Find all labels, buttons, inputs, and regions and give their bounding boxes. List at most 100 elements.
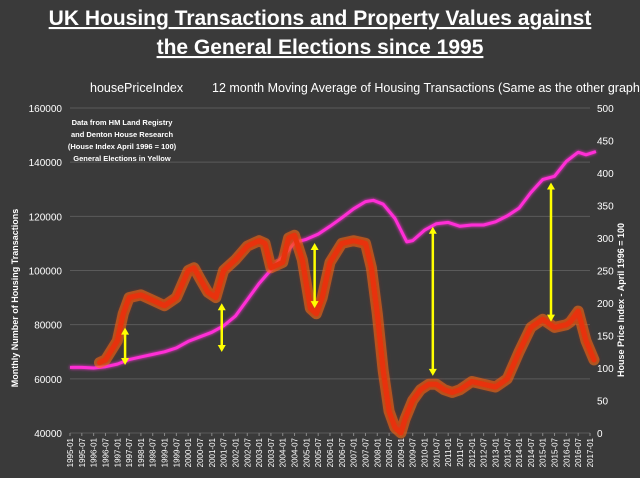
chart-title-line-2: the General Elections since 1995 bbox=[157, 36, 484, 59]
ma-point bbox=[400, 432, 402, 434]
x-tick-label: 1996-07 bbox=[101, 437, 110, 467]
hpi-point bbox=[435, 223, 437, 225]
ma-point bbox=[98, 361, 100, 363]
x-tick-label: 1998-01 bbox=[137, 437, 146, 467]
ma-point bbox=[140, 294, 142, 296]
y-right-tick-label: 100 bbox=[597, 364, 614, 375]
ma-point bbox=[341, 242, 343, 244]
ma-point bbox=[207, 291, 209, 293]
x-tick-label: 2005-07 bbox=[314, 437, 323, 467]
x-tick-label: 2017-01 bbox=[586, 437, 595, 467]
ma-point bbox=[482, 383, 484, 385]
ma-point bbox=[187, 269, 189, 271]
hpi-point bbox=[341, 217, 343, 219]
x-tick-label: 2011-07 bbox=[456, 437, 465, 466]
hpi-point bbox=[577, 151, 579, 153]
hpi-point bbox=[317, 233, 319, 235]
x-tick-label: 2005-01 bbox=[302, 437, 311, 467]
hpi-point bbox=[412, 239, 414, 241]
ma-point bbox=[282, 261, 284, 263]
x-tick-label: 2012-07 bbox=[480, 437, 489, 467]
y-axis-left-label: Monthly Number of Housing Transactions bbox=[10, 209, 20, 388]
ma-point bbox=[152, 299, 154, 301]
x-tick-label: 2006-07 bbox=[338, 437, 347, 467]
y-left-tick-label: 80000 bbox=[34, 321, 62, 332]
hpi-point bbox=[69, 366, 71, 368]
x-tick-label: 1997-07 bbox=[125, 437, 134, 467]
hpi-point bbox=[92, 367, 94, 369]
chart-title-line-1: UK Housing Transactions and Property Val… bbox=[49, 7, 592, 30]
ma-point bbox=[193, 267, 195, 269]
hpi-point bbox=[595, 150, 597, 152]
hpi-point bbox=[459, 225, 461, 227]
ma-point bbox=[518, 351, 520, 353]
ma-point bbox=[352, 240, 354, 242]
election-arrow bbox=[547, 182, 555, 322]
x-tick-label: 2013-07 bbox=[503, 437, 512, 467]
legend-label-hpi: housePriceIndex bbox=[90, 81, 184, 95]
hpi-point bbox=[494, 221, 496, 223]
x-tick-label: 2004-07 bbox=[291, 437, 300, 467]
ma-point bbox=[287, 237, 289, 239]
x-tick-label: 2006-01 bbox=[326, 437, 335, 467]
x-tick-label: 1998-07 bbox=[149, 437, 158, 467]
ma-point bbox=[553, 326, 555, 328]
ma-point bbox=[370, 267, 372, 269]
ma-point bbox=[264, 242, 266, 244]
x-tick-label: 2007-07 bbox=[361, 437, 370, 467]
election-markers bbox=[121, 182, 555, 376]
ma-point bbox=[309, 307, 311, 309]
ma-point bbox=[301, 259, 303, 261]
hpi-point bbox=[293, 241, 295, 243]
y-right-tick-label: 450 bbox=[597, 137, 614, 148]
ma-point bbox=[435, 383, 437, 385]
ma-point bbox=[388, 410, 390, 412]
ma-point bbox=[321, 296, 323, 298]
x-tick-label: 2014-01 bbox=[515, 437, 524, 467]
ma-point bbox=[494, 386, 496, 388]
x-tick-label: 1997-01 bbox=[113, 437, 122, 467]
ma-point bbox=[565, 324, 567, 326]
hpi-point bbox=[518, 207, 520, 209]
ma-point bbox=[376, 313, 378, 315]
x-tick-label: 2008-07 bbox=[385, 437, 394, 467]
ma-point bbox=[128, 296, 130, 298]
x-tick-label: 1996-01 bbox=[90, 437, 99, 467]
ma-point bbox=[270, 267, 272, 269]
hpi-point bbox=[116, 363, 118, 365]
election-arrow bbox=[428, 226, 437, 376]
y-left-tick-label: 160000 bbox=[29, 104, 63, 115]
x-tick-label: 2016-07 bbox=[574, 437, 583, 467]
ma-point bbox=[443, 389, 445, 391]
ma-point bbox=[364, 242, 366, 244]
annotation-line-1: Data from HM Land Registry bbox=[72, 118, 174, 127]
ma-point bbox=[577, 310, 579, 312]
hpi-point bbox=[352, 208, 354, 210]
x-tick-label: 2003-01 bbox=[255, 437, 264, 467]
ma-point bbox=[163, 305, 165, 307]
hpi-point bbox=[81, 366, 83, 368]
x-tick-label: 1995-07 bbox=[78, 437, 87, 467]
ma-point bbox=[404, 418, 406, 420]
hpi-point bbox=[565, 160, 567, 162]
x-tick-label: 2014-07 bbox=[527, 437, 536, 467]
x-axis-ticks: 1995-01 1995-07 1996-01 1996-07 1997-01 1997-… bbox=[66, 433, 595, 467]
x-tick-label: 2010-01 bbox=[421, 437, 430, 467]
y-right-tick-label: 500 bbox=[597, 104, 614, 115]
hpi-point bbox=[246, 299, 248, 301]
x-tick-label: 2011-01 bbox=[444, 437, 453, 466]
y-left-tick-label: 120000 bbox=[29, 212, 63, 223]
x-tick-label: 1999-01 bbox=[161, 437, 170, 467]
hpi-point bbox=[258, 282, 260, 284]
x-tick-label: 2015-01 bbox=[539, 437, 548, 467]
y-left-tick-label: 100000 bbox=[29, 267, 63, 278]
ma-point bbox=[542, 318, 544, 320]
y-axis-right-label: House Price Index - April 1996 = 100 bbox=[616, 223, 626, 377]
ma-point bbox=[116, 340, 118, 342]
hpi-point bbox=[175, 347, 177, 349]
x-tick-label: 2015-07 bbox=[551, 437, 560, 467]
annotation-line-3: (House Index April 1996 = 100) bbox=[68, 142, 177, 151]
y-left-tick-label: 60000 bbox=[34, 375, 62, 386]
hpi-point bbox=[423, 229, 425, 231]
